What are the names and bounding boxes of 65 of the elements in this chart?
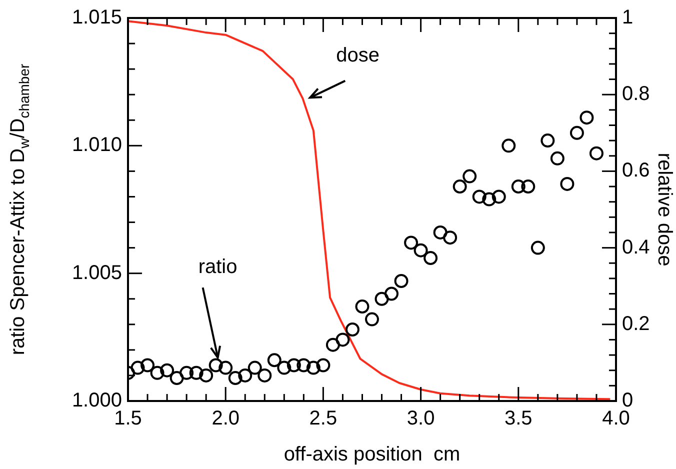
point bbox=[180, 366, 194, 380]
point bbox=[326, 338, 340, 352]
y2-tick-label: 1 bbox=[622, 6, 634, 29]
point bbox=[189, 366, 204, 380]
point bbox=[570, 126, 584, 140]
point bbox=[511, 180, 526, 194]
x-tick-label: 2.0 bbox=[212, 408, 240, 430]
point bbox=[238, 368, 252, 382]
point bbox=[140, 358, 155, 372]
point bbox=[482, 192, 496, 206]
x-tick-label: 3.0 bbox=[406, 408, 435, 430]
point bbox=[394, 274, 408, 288]
point bbox=[130, 360, 145, 375]
point bbox=[374, 292, 389, 306]
point bbox=[306, 360, 320, 375]
point bbox=[160, 363, 174, 378]
point bbox=[248, 360, 262, 375]
y2-tick-label: 0.2 bbox=[622, 312, 650, 335]
y-tick-label: 1.015 bbox=[72, 6, 122, 29]
y2-axis-title: relative dose bbox=[653, 152, 676, 266]
point bbox=[560, 176, 574, 191]
point bbox=[443, 230, 458, 245]
point bbox=[258, 368, 272, 382]
point bbox=[228, 371, 242, 386]
point bbox=[502, 138, 516, 153]
point bbox=[199, 368, 214, 382]
y2-tick-label: 0.4 bbox=[622, 236, 650, 258]
point bbox=[384, 286, 399, 301]
point bbox=[462, 169, 477, 184]
y-tick-label: 1.010 bbox=[72, 134, 122, 156]
y-tick-label: 1.005 bbox=[72, 262, 122, 284]
point bbox=[521, 180, 536, 194]
point bbox=[414, 243, 428, 258]
y-axis-title: ratio Spencer-Attix to Dw/Dchamber bbox=[7, 64, 32, 356]
point bbox=[540, 134, 555, 148]
point bbox=[277, 360, 292, 375]
point bbox=[580, 110, 594, 125]
point bbox=[345, 322, 360, 337]
point bbox=[492, 190, 506, 204]
point bbox=[452, 180, 467, 194]
x-tick-label: 2.5 bbox=[309, 408, 338, 430]
point bbox=[170, 371, 184, 386]
point bbox=[208, 358, 223, 372]
point bbox=[296, 358, 311, 372]
y2-tick-label: 0.6 bbox=[622, 160, 650, 182]
point bbox=[316, 358, 330, 372]
point bbox=[530, 240, 545, 255]
point bbox=[424, 251, 438, 266]
point bbox=[472, 190, 486, 204]
point bbox=[355, 300, 370, 314]
point bbox=[550, 151, 564, 166]
point bbox=[433, 225, 448, 240]
point bbox=[589, 146, 604, 160]
point bbox=[267, 353, 282, 368]
annotation: ratio bbox=[198, 256, 238, 278]
x-axis-title: off-axis position cm bbox=[284, 444, 460, 466]
point bbox=[336, 332, 350, 347]
x-tick-label: 3.5 bbox=[504, 408, 532, 430]
annotation: dose bbox=[336, 44, 380, 66]
point bbox=[218, 360, 233, 375]
point bbox=[365, 312, 379, 326]
point bbox=[404, 236, 418, 250]
point bbox=[150, 366, 164, 380]
point bbox=[286, 358, 301, 372]
y2-tick-label: 0.8 bbox=[622, 83, 650, 106]
